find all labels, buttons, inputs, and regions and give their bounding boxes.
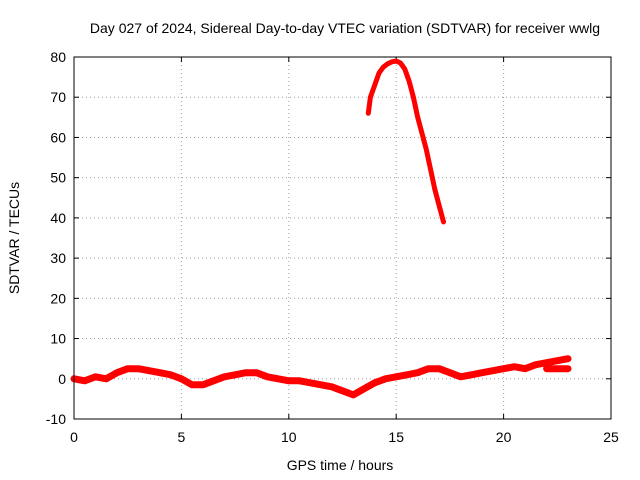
data-point [372,380,377,385]
data-point [469,372,474,377]
data-point [566,366,570,371]
data-point [437,366,442,371]
x-tick-label: 25 [603,429,619,445]
series-line-2 [365,58,446,225]
y-tick-label: -10 [46,411,66,427]
data-point [254,370,259,375]
data-point [398,61,403,65]
data-point [544,360,549,365]
data-point [385,61,390,66]
data-point [383,376,388,381]
data-point [428,167,433,172]
data-point [351,392,356,397]
data-point [447,370,452,375]
data-point [555,366,560,371]
data-point [368,95,373,100]
data-point [533,362,538,367]
data-point [276,376,281,381]
data-point [415,370,420,375]
data-point [411,95,416,100]
data-point [200,382,205,387]
data-point [243,370,248,375]
x-tick-label: 20 [496,429,512,445]
data-point [319,382,323,387]
data-point [179,376,184,381]
chart-title: Day 027 of 2024, Sidereal Day-to-day VTE… [90,20,600,36]
data-point [104,376,109,381]
data-point [308,380,313,385]
data-point [394,374,399,379]
plot-frame [73,56,612,420]
x-axis-label: GPS time / hours [287,457,394,473]
data-point [125,366,130,371]
data-point [93,374,98,379]
data-point [437,203,442,208]
data-point [394,59,399,63]
data-point [211,378,216,383]
data-point [566,356,570,361]
data-point [420,131,424,136]
data-point [372,83,377,88]
data-point [389,59,394,64]
data-point [432,187,437,192]
y-tick-label: 20 [50,290,66,306]
x-tick-label: 0 [70,429,78,445]
y-tick-label: 0 [58,371,66,387]
x-tick-label: 5 [178,429,186,445]
y-tick-label: 60 [50,129,66,145]
data-point [490,368,495,373]
data-point [480,370,485,375]
data-point [544,366,549,371]
y-axis-label: SDTVAR / TECUs [6,182,22,294]
data-point [377,71,381,76]
data-point [501,366,506,371]
data-point [424,147,429,152]
y-tick-label: 50 [50,170,66,186]
data-point [362,386,366,391]
data-point [82,378,87,383]
data-point [286,378,291,383]
series-layer [70,58,572,399]
data-point [458,374,463,379]
y-tick-label: 80 [50,49,66,65]
data-point [136,366,141,371]
y-tick-label: 40 [50,210,66,226]
data-point [265,374,270,379]
data-point [402,67,407,72]
y-tick-label: 70 [50,89,66,105]
data-point [329,384,334,389]
data-point [340,388,345,393]
data-point [168,372,173,377]
data-point [233,372,238,377]
y-tick-label: 10 [50,331,66,347]
data-point [415,115,420,120]
series-line-0 [70,355,572,399]
data-point [147,368,152,373]
data-point [426,366,431,371]
data-point [407,79,412,84]
x-tick-label: 15 [388,429,404,445]
data-point [222,374,227,379]
data-point [441,219,446,224]
data-point [297,378,302,383]
data-point [512,364,517,369]
x-tick-label: 10 [281,429,297,445]
data-point [366,111,371,116]
data-point [115,370,119,375]
y-tick-label: 30 [50,250,66,266]
data-point [555,358,560,363]
data-point [381,65,386,70]
data-point [157,370,162,375]
data-point [190,382,195,387]
data-point [404,372,409,377]
data-point [523,366,528,371]
